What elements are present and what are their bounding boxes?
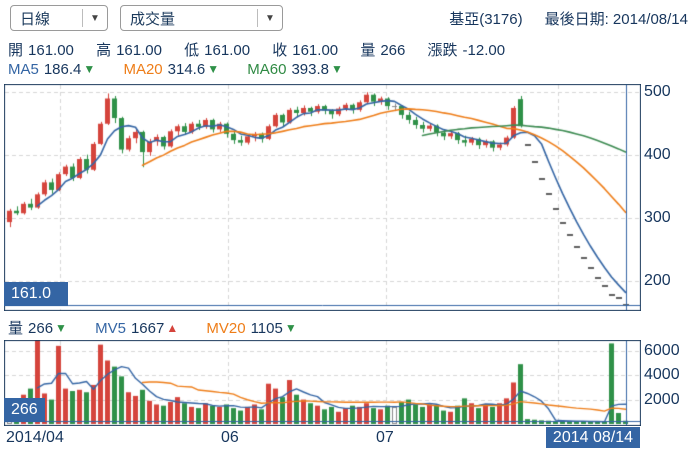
last-date-label: 最後日期: 2014/08/14 xyxy=(544,11,688,28)
x-axis-tick: 07 xyxy=(376,429,394,446)
y-axis-tick: 2000 xyxy=(644,391,680,408)
chevron-down-icon[interactable]: ▼ xyxy=(265,12,275,24)
stock-name-title: 基亞(3176) xyxy=(449,11,523,28)
dropdown-divider xyxy=(82,9,83,27)
quote-open: 開 161.00 xyxy=(8,42,74,59)
toolbar: 日線 ▼ 成交量 ▼ 基亞(3176) 最後日期: 2014/08/14 xyxy=(0,0,696,34)
y-axis-tick: 200 xyxy=(644,272,671,289)
ma5-legend: MA5 186.4 ▼ xyxy=(8,61,96,78)
y-axis-tick: 300 xyxy=(644,209,671,226)
indicator-dropdown[interactable]: 成交量 ▼ xyxy=(120,5,283,31)
down-triangle-icon: ▼ xyxy=(83,62,96,76)
dropdown-divider xyxy=(257,9,258,27)
quote-row: 開 161.00 高 161.00 低 161.00 收 161.00 量 266 漲跌 -… xyxy=(8,39,523,60)
volume-cursor-value-box: 266 xyxy=(4,398,45,422)
y-axis-tick: 6000 xyxy=(644,342,680,359)
quote-volume: 量 266 xyxy=(360,42,406,59)
mv5-legend: MV5 1667 ▲ xyxy=(95,320,179,337)
price-cursor-value-box: 161.0 xyxy=(4,282,68,306)
quote-high: 高 161.00 xyxy=(96,42,162,59)
y-axis-tick: 400 xyxy=(644,146,671,163)
indicator-dropdown-value: 成交量 xyxy=(130,10,176,28)
date-cursor-value-box: 2014 08/14 xyxy=(545,427,640,448)
mv20-legend: MV20 1105 ▼ xyxy=(206,320,297,337)
ma20-legend: MA20 314.6 ▼ xyxy=(123,61,220,78)
x-axis-tick: 06 xyxy=(221,429,239,446)
down-triangle-icon: ▼ xyxy=(207,62,220,76)
ma-legend-row: MA5 186.4 ▼ MA20 314.6 ▼ MA60 393.8 ▼ xyxy=(8,61,367,78)
y-axis-tick: 500 xyxy=(644,83,671,100)
up-triangle-icon: ▲ xyxy=(166,321,179,335)
quote-close: 收 161.00 xyxy=(272,42,339,59)
y-axis-tick: 4000 xyxy=(644,366,680,383)
price-candlestick-chart[interactable] xyxy=(4,84,641,311)
x-axis-tick: 2014/04 xyxy=(6,429,64,446)
chart-title-area: 基亞(3176) 最後日期: 2014/08/14 xyxy=(449,8,688,29)
chevron-down-icon[interactable]: ▼ xyxy=(90,12,100,24)
period-dropdown-value: 日線 xyxy=(20,10,51,28)
down-triangle-icon: ▼ xyxy=(55,321,67,335)
down-triangle-icon: ▼ xyxy=(330,62,343,76)
quote-change: 漲跌 -12.00 xyxy=(427,42,506,59)
quote-low: 低 161.00 xyxy=(184,42,251,59)
volume-bar-chart[interactable] xyxy=(4,340,641,426)
volume-legend: 量 266 ▼ xyxy=(8,320,67,337)
period-dropdown[interactable]: 日線 ▼ xyxy=(10,5,108,31)
volume-legend-row: 量 266 ▼ MV5 1667 ▲ MV20 1105 ▼ xyxy=(8,317,321,338)
down-triangle-icon: ▼ xyxy=(284,321,297,335)
ma60-legend: MA60 393.8 ▼ xyxy=(247,61,343,78)
